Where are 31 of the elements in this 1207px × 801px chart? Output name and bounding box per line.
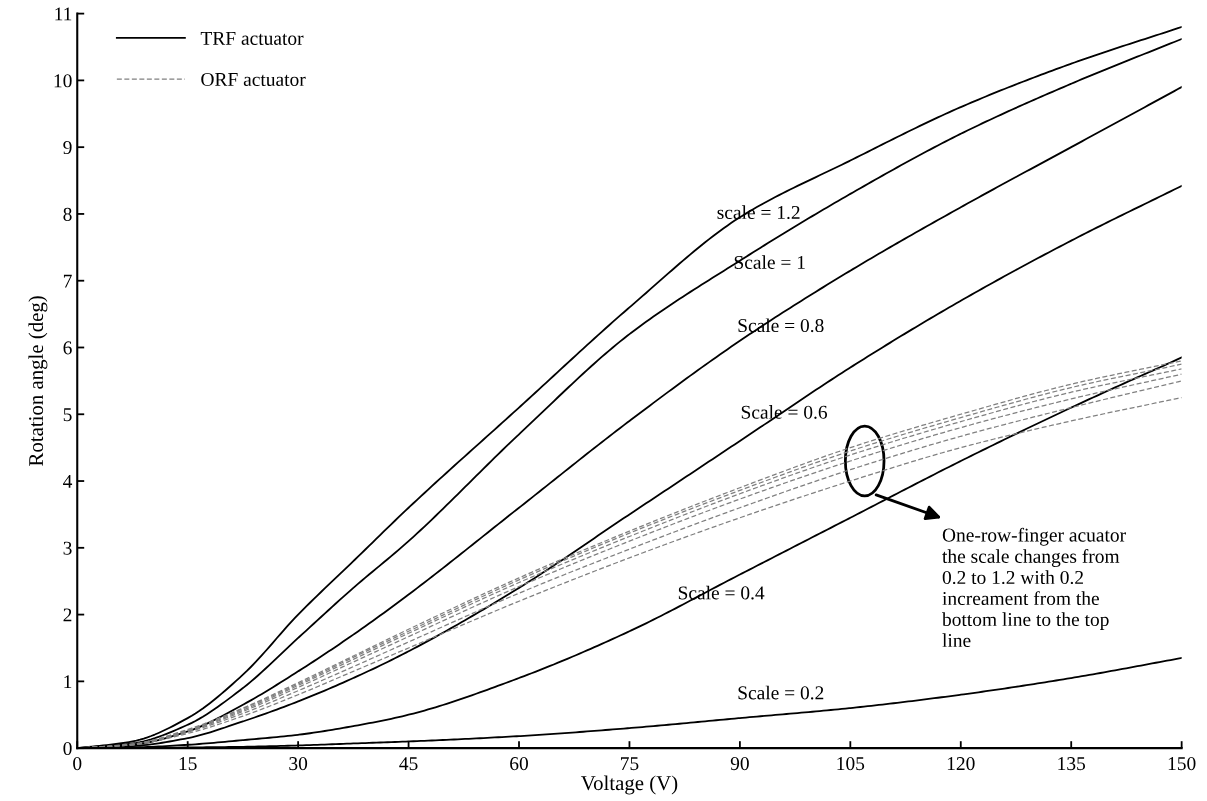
x-tick-label: 75	[621, 757, 639, 771]
x-tick-label: 45	[399, 757, 418, 771]
x-tick-label: 90	[730, 757, 749, 771]
x-tick-label: 60	[510, 757, 528, 771]
x-tick-label: 0	[73, 757, 82, 771]
y-tick-label: 11	[55, 7, 72, 21]
y-axis-title: Rotation angle (deg)	[28, 296, 48, 466]
x-tick-label: 150	[1168, 757, 1196, 771]
y-tick-label: 1	[64, 675, 72, 689]
x-tick-label: 105	[837, 757, 865, 771]
y-tick-label: 0	[63, 741, 72, 756]
legend-label: ORF actuator	[201, 72, 306, 87]
y-tick-label: 3	[63, 541, 72, 555]
y-tick-label: 6	[63, 341, 72, 355]
annotation: Scale = 0.2	[738, 685, 824, 700]
y-tick-label: 4	[63, 474, 73, 488]
x-tick-label: 120	[947, 757, 975, 771]
x-tick-label: 30	[289, 757, 308, 771]
y-tick-label: 5	[63, 408, 72, 422]
annotation: One-row-finger acuator the scale changes from 0.2 to 1.2 with 0.2 increament from the bottom line to the top line	[942, 527, 1126, 648]
y-tick-label: 10	[54, 74, 72, 88]
x-tick-label: 15	[179, 757, 197, 771]
annotation: Scale = 0.6	[741, 405, 828, 419]
annotation: Scale = 1	[734, 255, 805, 269]
x-tick-label: 135	[1058, 757, 1086, 771]
y-tick-label: 9	[63, 141, 72, 155]
y-tick-label: 2	[63, 608, 72, 622]
y-tick-label: 8	[63, 207, 72, 221]
legend-label: TRF actuator	[200, 32, 304, 45]
x-axis-title: Voltage (V)	[580, 775, 678, 795]
y-tick-label: 7	[63, 274, 72, 288]
